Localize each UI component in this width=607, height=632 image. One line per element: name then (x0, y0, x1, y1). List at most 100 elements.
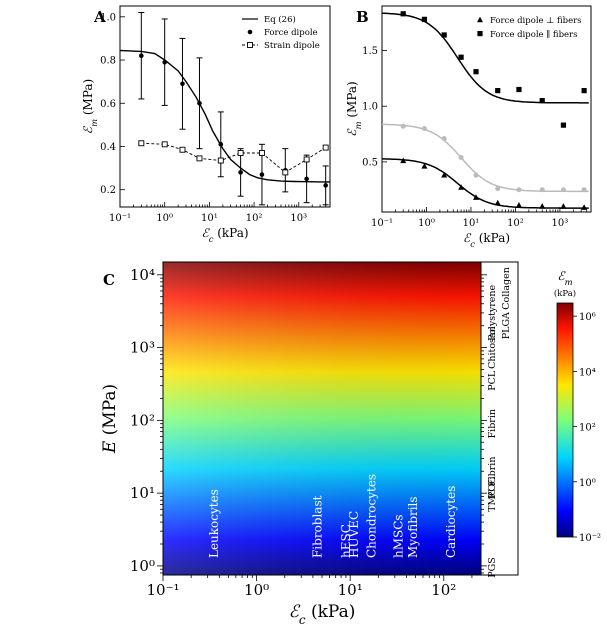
x-axis-label-a: ℰc (kPa) (201, 226, 248, 244)
colorbar-tick-label: 10⁻² (579, 533, 601, 544)
legend-force-dipole-marker (247, 29, 253, 35)
colorbar-tick-label: 10² (579, 423, 596, 434)
perp-fibers-point (458, 184, 465, 190)
strain-dipole-point (237, 150, 244, 156)
parallel-fibers-point (458, 54, 464, 60)
perp-fibers-point (581, 204, 588, 210)
x-tick-label-a: 10³ (290, 213, 307, 224)
y-axis-label-c: E (MPa) (100, 384, 120, 454)
chart-panel-b: 10⁻¹ 10⁰ 10¹ 10² 10³ 0.5 1.0 1.5 ℰc (kPa) ℰm (MPa… (345, 5, 592, 249)
force-dipole-point (197, 100, 202, 106)
parallel-fibers-point (539, 98, 545, 104)
colorbar (556, 302, 574, 538)
x-tick-label-b: 10² (507, 218, 524, 229)
gray-point (400, 123, 406, 129)
y-tick-label-c: 10¹ (130, 484, 155, 502)
perp-fibers-point (515, 202, 522, 208)
perp-fibers-point (421, 163, 428, 169)
y-tick-label-b: 1.0 (362, 102, 378, 113)
y-tick-label-c: 10⁰ (130, 557, 155, 575)
material-label: Fibrin (487, 409, 498, 438)
gray-point (421, 125, 427, 131)
colorbar-unit: (kPa) (554, 288, 576, 299)
colorbar-tick-label: 10⁶ (579, 312, 596, 323)
perp-fibers-point (494, 199, 501, 206)
y-tick-label-c: 10² (130, 411, 155, 429)
material-label: PGS (487, 557, 498, 578)
legend-entry-a: Strain dipole (264, 41, 320, 51)
panel-label-a: A (93, 8, 106, 26)
parallel-fibers-point (495, 88, 501, 94)
plot-frame-c (162, 261, 519, 576)
strain-dipole-point (161, 141, 168, 148)
legend-entry-b: Force dipole ⊥ fibers (490, 16, 582, 26)
x-axis-label-c: ℰc (kPa) (289, 602, 356, 627)
cell-label: Cardiocytes (444, 486, 458, 558)
y-axis-label-a: ℰm (MPa) (81, 79, 99, 134)
cell-label: Myofibrils (406, 496, 420, 558)
parallel-fibers-point (441, 32, 447, 38)
chart-panel-c: 10⁻¹ 10⁰ 10¹ 10² 10⁰ 10¹ 10² 10³ 10⁴ ℰc (kPa) E (M… (100, 261, 601, 627)
x-tick-label-a: 10¹ (201, 213, 218, 224)
gray-point (458, 154, 464, 160)
parallel-fibers-point (581, 88, 587, 94)
x-tick-label-b: 10⁻¹ (371, 218, 393, 229)
y-tick-label-a: 0.6 (100, 99, 116, 110)
x-tick-label-c: 10⁻¹ (146, 581, 179, 599)
parallel-fibers-point (400, 11, 406, 17)
gray-point (473, 172, 479, 178)
force-dipole-point (304, 176, 309, 182)
panel-label-b: B (356, 8, 369, 26)
legend-entry-a: Force dipole (264, 28, 318, 38)
cell-label: hESC (339, 524, 353, 558)
strain-dipole-point (217, 157, 224, 164)
material-label: Fibrin (487, 457, 498, 486)
colorbar-tick-label: 10⁰ (579, 478, 596, 489)
gray-point (581, 187, 587, 193)
cell-label: HUVEC (347, 511, 361, 558)
panel-label-c: C (103, 271, 115, 289)
y-tick-label-a: 0.2 (100, 185, 116, 196)
x-tick-label-b: 10³ (552, 218, 569, 229)
gray-point (539, 187, 545, 193)
y-axis-label-b: ℰm (MPa) (345, 81, 363, 136)
perp-fibers-point (473, 194, 480, 200)
material-label: TMC (487, 489, 498, 512)
y-tick-label-a: 0.4 (100, 142, 116, 153)
strain-dipole-point (179, 146, 186, 153)
legend-parallel-marker (477, 31, 483, 37)
fit-curve-b (382, 158, 589, 209)
eq26-curve (119, 49, 330, 183)
fit-curve-b (382, 123, 589, 193)
plot-frame-a (119, 5, 331, 208)
force-dipole-point (238, 170, 243, 175)
parallel-fibers-point (560, 122, 567, 128)
force-dipole-point (180, 81, 185, 87)
cell-label: Leukocytes (207, 489, 221, 558)
y-tick-label-a: 1.0 (100, 12, 116, 23)
plot-frame-b (381, 5, 592, 213)
x-tick-label-c: 10¹ (338, 581, 363, 599)
x-tick-label-a: 10⁰ (156, 213, 173, 224)
perp-fibers-point (400, 157, 407, 164)
cell-label: hMSCs (392, 514, 406, 558)
strain-dipole-point (282, 169, 289, 176)
colorbar-title: ℰm (557, 269, 572, 287)
strain-dipole-line (141, 142, 326, 173)
x-tick-label-c: 10⁰ (244, 581, 269, 599)
heatmap-shading (163, 262, 481, 575)
material-label: PCL (487, 370, 498, 391)
chart-panel-a: 10⁻¹ 10⁰ 10¹ 10² 10³ 0.2 0.4 0.6 0.8 1.0 ℰc (kPa) ℰ… (81, 5, 331, 244)
gray-point (560, 187, 566, 193)
parallel-fibers-point (421, 16, 428, 22)
strain-dipole-point (303, 156, 310, 163)
cell-label: Chondrocytes (365, 474, 379, 558)
y-tick-label-c: 10⁴ (130, 266, 155, 284)
x-tick-label-b: 10⁰ (418, 218, 435, 229)
perp-fibers-point (560, 203, 567, 209)
y-tick-label-b: 0.5 (362, 157, 378, 168)
perp-fibers-point (539, 203, 546, 209)
fit-curve-b (381, 12, 589, 104)
strain-dipole-point (258, 150, 265, 156)
